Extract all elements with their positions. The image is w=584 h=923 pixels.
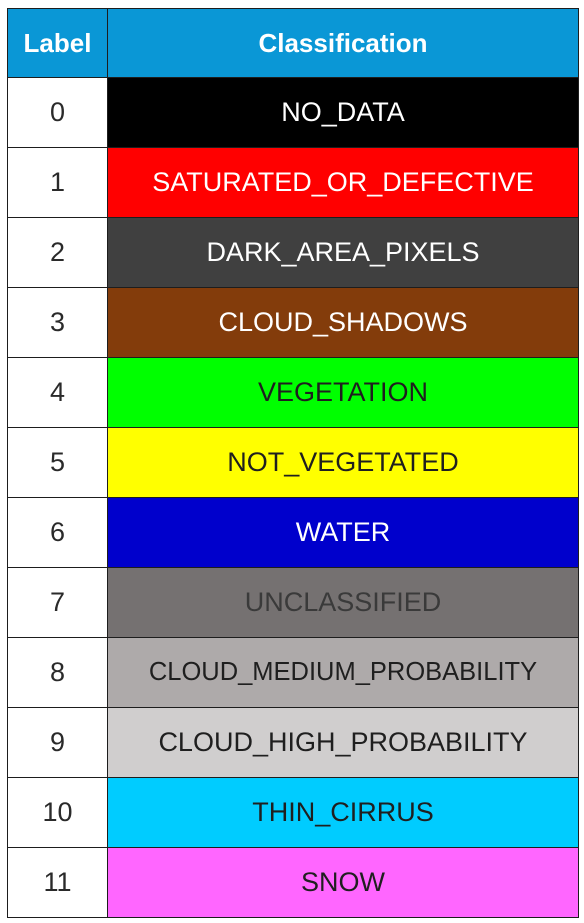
table-row: 7 UNCLASSIFIED [7, 567, 579, 638]
classification-cell: THIN_CIRRUS [107, 777, 579, 848]
table-row: 9 CLOUD_HIGH_PROBABILITY [7, 707, 579, 778]
table-row: 2 DARK_AREA_PIXELS [7, 217, 579, 288]
label-column-header: Label [7, 8, 108, 78]
label-cell: 8 [7, 637, 108, 708]
classification-cell: UNCLASSIFIED [107, 567, 579, 638]
table-row: 8 CLOUD_MEDIUM_PROBABILITY [7, 637, 579, 708]
table-body: 0 NO_DATA 1 SATURATED_OR_DEFECTIVE 2 DAR… [7, 77, 579, 918]
label-cell: 5 [7, 427, 108, 498]
classification-table-container: Label Classification 0 NO_DATA 1 SATURAT… [7, 8, 579, 918]
label-cell: 2 [7, 217, 108, 288]
label-cell: 9 [7, 707, 108, 778]
classification-cell: NOT_VEGETATED [107, 427, 579, 498]
classification-column-header: Classification [107, 8, 579, 78]
label-cell: 0 [7, 77, 108, 148]
table-header-row: Label Classification [7, 8, 579, 78]
table-row: 3 CLOUD_SHADOWS [7, 287, 579, 358]
scene-classification-table: Label Classification 0 NO_DATA 1 SATURAT… [7, 8, 579, 918]
table-row: 11 SNOW [7, 847, 579, 918]
table-row: 10 THIN_CIRRUS [7, 777, 579, 848]
label-cell: 3 [7, 287, 108, 358]
label-cell: 1 [7, 147, 108, 218]
classification-cell: CLOUD_HIGH_PROBABILITY [107, 707, 579, 778]
table-row: 0 NO_DATA [7, 77, 579, 148]
table-row: 4 VEGETATION [7, 357, 579, 428]
classification-cell: NO_DATA [107, 77, 579, 148]
label-cell: 7 [7, 567, 108, 638]
label-cell: 11 [7, 847, 108, 918]
classification-cell: WATER [107, 497, 579, 568]
label-cell: 10 [7, 777, 108, 848]
table-row: 6 WATER [7, 497, 579, 568]
classification-cell: DARK_AREA_PIXELS [107, 217, 579, 288]
classification-cell: CLOUD_SHADOWS [107, 287, 579, 358]
label-cell: 4 [7, 357, 108, 428]
classification-cell: CLOUD_MEDIUM_PROBABILITY [107, 637, 579, 708]
classification-cell: SNOW [107, 847, 579, 918]
table-row: 5 NOT_VEGETATED [7, 427, 579, 498]
label-cell: 6 [7, 497, 108, 568]
classification-cell: SATURATED_OR_DEFECTIVE [107, 147, 579, 218]
table-row: 1 SATURATED_OR_DEFECTIVE [7, 147, 579, 218]
classification-cell: VEGETATION [107, 357, 579, 428]
